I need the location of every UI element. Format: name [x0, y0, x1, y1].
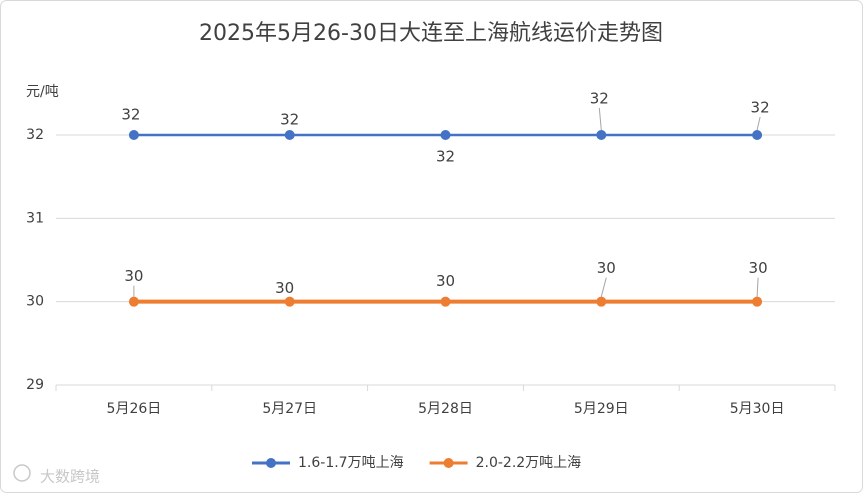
data-point — [752, 296, 763, 307]
watermark-icon — [13, 464, 31, 482]
label-leader — [756, 277, 759, 297]
data-label: 32 — [436, 148, 455, 166]
legend-label: 2.0-2.2万吨上海 — [476, 455, 582, 471]
legend-label: 1.6-1.7万吨上海 — [298, 455, 404, 471]
chart-title: 2025年5月26-30日大连至上海航线运价走势图 — [199, 21, 663, 46]
data-label: 32 — [590, 90, 609, 108]
data-label: 32 — [751, 99, 770, 117]
legend-marker — [266, 458, 276, 468]
data-label: 30 — [124, 267, 143, 285]
label-leader — [756, 116, 761, 131]
data-point — [596, 130, 607, 140]
x-tick-label: 5月28日 — [418, 401, 473, 417]
data-point — [284, 130, 295, 140]
data-point — [284, 296, 295, 307]
data-label: 30 — [275, 279, 294, 297]
data-label: 30 — [436, 272, 455, 290]
data-point — [440, 296, 451, 307]
x-tick-label: 5月29日 — [574, 401, 629, 417]
data-point — [752, 130, 763, 140]
label-leader — [600, 277, 607, 297]
label-leader — [598, 107, 602, 131]
data-label: 30 — [597, 259, 616, 277]
y-tick-label: 30 — [26, 294, 44, 310]
data-label: 32 — [280, 111, 299, 129]
x-tick-label: 5月27日 — [262, 401, 317, 417]
data-point — [596, 296, 607, 307]
data-label: 30 — [749, 259, 768, 277]
data-label: 32 — [121, 106, 140, 124]
watermark: 大数跨境 — [40, 468, 100, 486]
legend-marker — [443, 458, 454, 468]
x-tick-label: 5月26日 — [107, 401, 162, 417]
y-axis-label: 元/吨 — [26, 84, 59, 100]
y-tick-label: 29 — [26, 377, 44, 393]
x-tick-label: 5月30日 — [730, 401, 785, 417]
data-point — [128, 130, 139, 140]
y-tick-label: 31 — [26, 210, 44, 226]
data-point — [440, 130, 451, 140]
data-point — [128, 296, 139, 307]
y-tick-label: 32 — [26, 127, 44, 143]
